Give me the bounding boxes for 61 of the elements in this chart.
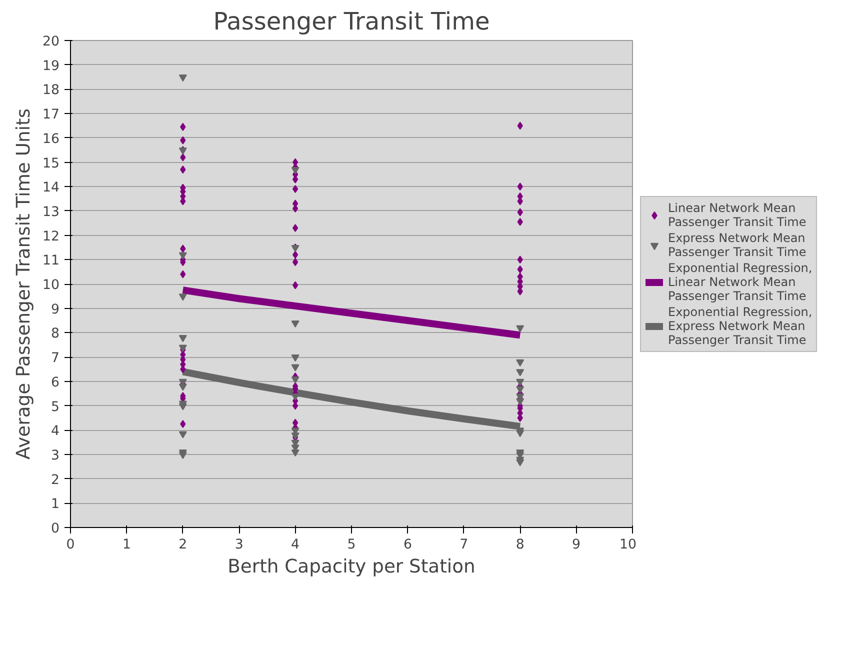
point [291, 167, 300, 174]
x-tick-label: 0 [66, 538, 75, 552]
legend-label: Exponential Regression, Linear Network Mean Passenger Transit Time [668, 260, 812, 302]
x-tick-label: 8 [516, 538, 524, 552]
point [291, 320, 300, 328]
point [178, 335, 187, 342]
point [516, 359, 524, 366]
x-tick-label: 1 [122, 538, 131, 552]
y-tick-label: 14 [42, 180, 60, 196]
y-tick-label: 11 [42, 254, 60, 269]
y-tick-label: 4 [51, 424, 60, 440]
x-tick-label: 6 [403, 538, 412, 552]
y-tick-label: 20 [42, 34, 60, 50]
point [178, 252, 187, 260]
legend-label: Linear Network Mean Passenger Transit Time [668, 200, 806, 228]
legend-label: Express Network Mean Passenger Transit Time [668, 230, 806, 258]
point [291, 364, 300, 372]
point [516, 386, 524, 394]
point [516, 325, 524, 332]
x-tick-label: 7 [460, 538, 468, 552]
y-tick-label: 6 [51, 375, 60, 390]
point [178, 431, 187, 438]
x-tick-label: 5 [347, 538, 356, 552]
y-tick-label: 0 [51, 522, 60, 536]
point [291, 393, 300, 401]
x-tick-label: 3 [234, 538, 244, 552]
y-tick-label: 2 [51, 472, 60, 488]
x-tick-label: 9 [572, 538, 581, 552]
point [178, 403, 187, 410]
y-tick-label: 16 [42, 132, 60, 147]
point [516, 430, 524, 438]
legend-label: Exponential Regression, Express Network Mean Passenger Transit Time [668, 304, 812, 346]
point [516, 369, 524, 376]
y-tick-label: 15 [42, 156, 60, 172]
y-tick-label: 18 [42, 83, 60, 98]
chart-title: Passenger Transit Time [213, 8, 490, 36]
point [516, 398, 524, 406]
point [291, 376, 300, 384]
x-tick-label: 10 [620, 538, 637, 552]
x-axis-title: Berth Capacity per Station [228, 556, 476, 578]
point [178, 294, 187, 301]
y-tick-label: 19 [42, 58, 60, 74]
y-axis-title: Average Passenger Transit Time Units [14, 108, 35, 460]
y-tick-label: 8 [51, 326, 60, 342]
point [291, 449, 300, 457]
y-tick-label: 10 [42, 278, 60, 293]
y-tick-label: 7 [51, 351, 60, 366]
y-tick-label: 3 [51, 448, 60, 464]
point [178, 74, 187, 82]
point [291, 354, 300, 362]
x-tick-label: 4 [291, 538, 300, 552]
y-tick-label: 1 [51, 497, 60, 512]
point [516, 459, 524, 466]
y-tick-label: 13 [42, 204, 60, 220]
y-tick-label: 12 [42, 229, 60, 244]
point [516, 378, 524, 386]
point [178, 384, 187, 391]
y-tick-label: 17 [42, 108, 60, 123]
y-tick-label: 9 [51, 302, 60, 318]
y-tick-label: 5 [51, 400, 60, 415]
x-tick-label: 2 [178, 538, 188, 552]
